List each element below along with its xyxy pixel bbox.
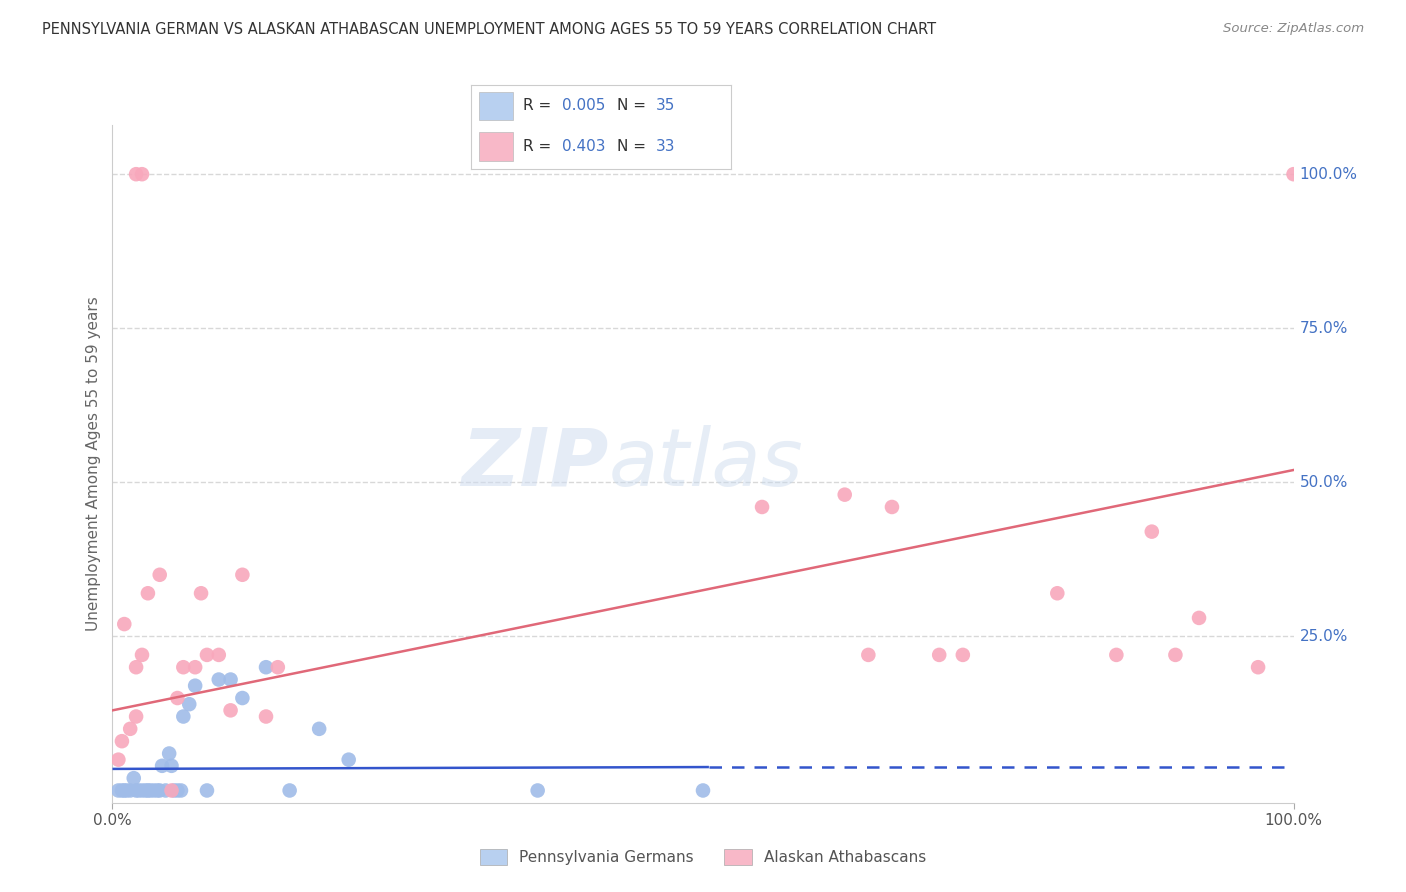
Bar	[479, 92, 513, 120]
Point	[231, 691, 253, 706]
Legend: Pennsylvania Germans, Alaskan Athabascans: Pennsylvania Germans, Alaskan Athabascan…	[472, 842, 934, 873]
Point	[1046, 586, 1069, 600]
Point	[120, 722, 142, 736]
Point	[125, 709, 148, 723]
Text: PENNSYLVANIA GERMAN VS ALASKAN ATHABASCAN UNEMPLOYMENT AMONG AGES 55 TO 59 YEARS: PENNSYLVANIA GERMAN VS ALASKAN ATHABASCA…	[42, 22, 936, 37]
Point	[120, 783, 142, 797]
Point	[208, 673, 231, 687]
Text: ZIP: ZIP	[461, 425, 609, 503]
Point	[952, 648, 974, 662]
Point	[928, 648, 950, 662]
Point	[157, 747, 180, 761]
Point	[1282, 167, 1305, 181]
Text: Source: ZipAtlas.com: Source: ZipAtlas.com	[1223, 22, 1364, 36]
Point	[254, 660, 277, 674]
Point	[115, 783, 138, 797]
Text: 0.005: 0.005	[562, 98, 606, 113]
Text: 0.403: 0.403	[562, 139, 606, 154]
Point	[880, 500, 903, 514]
Point	[184, 660, 207, 674]
Text: 33: 33	[655, 139, 675, 154]
Point	[179, 697, 201, 711]
Point	[308, 722, 330, 736]
Point	[195, 648, 218, 662]
Point	[208, 648, 231, 662]
Point	[751, 500, 773, 514]
Point	[278, 783, 301, 797]
Point	[254, 709, 277, 723]
Point	[170, 783, 193, 797]
Text: N =: N =	[617, 139, 651, 154]
Point	[858, 648, 880, 662]
Text: atlas: atlas	[609, 425, 803, 503]
Point	[526, 783, 548, 797]
Point	[149, 567, 172, 582]
Bar	[479, 132, 513, 161]
Point	[267, 660, 290, 674]
Point	[107, 753, 129, 767]
Point	[692, 783, 714, 797]
Point	[136, 783, 159, 797]
Point	[834, 488, 856, 502]
Point	[1247, 660, 1270, 674]
Point	[122, 771, 145, 785]
Point	[219, 673, 242, 687]
Point	[190, 586, 212, 600]
Text: R =: R =	[523, 98, 557, 113]
Text: 35: 35	[655, 98, 675, 113]
Point	[131, 783, 153, 797]
Point	[231, 567, 253, 582]
Point	[135, 783, 157, 797]
Point	[1164, 648, 1187, 662]
Text: 25.0%: 25.0%	[1299, 629, 1348, 644]
Point	[125, 660, 148, 674]
Point	[1188, 611, 1211, 625]
Point	[112, 617, 135, 632]
Point	[163, 783, 186, 797]
Point	[111, 734, 134, 748]
Point	[195, 783, 218, 797]
Text: 50.0%: 50.0%	[1299, 475, 1348, 490]
Point	[136, 586, 159, 600]
Point	[172, 660, 194, 674]
Point	[107, 783, 129, 797]
Point	[219, 703, 242, 717]
Point	[149, 783, 172, 797]
Point	[166, 691, 188, 706]
Point	[1105, 648, 1128, 662]
Text: N =: N =	[617, 98, 651, 113]
Text: 75.0%: 75.0%	[1299, 321, 1348, 335]
Point	[1140, 524, 1163, 539]
Point	[184, 679, 207, 693]
Point	[142, 783, 165, 797]
Point	[150, 759, 173, 773]
Point	[111, 783, 134, 797]
Point	[160, 759, 183, 773]
Point	[155, 783, 177, 797]
Point	[131, 167, 153, 181]
Point	[112, 783, 135, 797]
Point	[160, 783, 183, 797]
Text: 100.0%: 100.0%	[1299, 167, 1357, 182]
Point	[125, 167, 148, 181]
Y-axis label: Unemployment Among Ages 55 to 59 years: Unemployment Among Ages 55 to 59 years	[86, 296, 101, 632]
Point	[125, 783, 148, 797]
Point	[139, 783, 162, 797]
Point	[337, 753, 360, 767]
Text: R =: R =	[523, 139, 557, 154]
Point	[146, 783, 169, 797]
Point	[166, 783, 188, 797]
Point	[127, 783, 149, 797]
Point	[131, 648, 153, 662]
Point	[172, 709, 194, 723]
